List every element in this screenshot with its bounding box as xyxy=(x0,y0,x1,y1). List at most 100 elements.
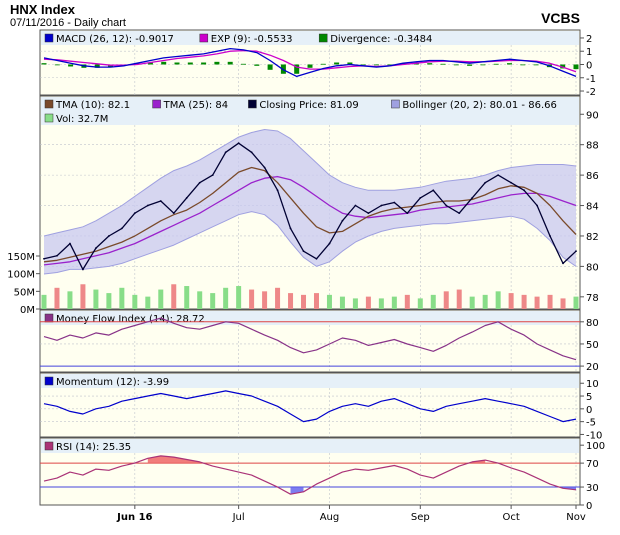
closing-price-point-37 xyxy=(523,189,525,192)
momentum-panel-ytick-label-0: 10 xyxy=(586,379,599,390)
macd-divergence-bar-30 xyxy=(440,63,446,65)
rsi-line xyxy=(43,455,577,495)
macd-divergence-bar-29 xyxy=(427,63,433,65)
volume-bar-12 xyxy=(197,291,203,309)
closing-price-point-9 xyxy=(159,200,162,202)
macd-divergence-bar-19 xyxy=(294,64,300,74)
macd-divergence-bar-13 xyxy=(214,61,220,65)
volume-axis-label-3: 0M xyxy=(20,305,35,316)
macd-panel-ytick-label-2: 0 xyxy=(586,60,592,71)
macd-divergence-bar-12 xyxy=(201,62,207,65)
price-panel-legend-label-2: Closing Price: 81.09 xyxy=(259,100,358,111)
closing-price-point-33 xyxy=(471,197,474,199)
volume-bar-7 xyxy=(132,294,138,309)
mfi-panel-ytick-label-2: 20 xyxy=(586,362,599,373)
macd-panel-legend-swatch-0 xyxy=(44,33,54,43)
closing-price-line xyxy=(43,142,577,271)
closing-price-point-28 xyxy=(406,212,409,215)
macd-divergence-bar-33 xyxy=(480,64,486,66)
momentum-panel-legend-bg xyxy=(41,374,579,388)
closing-price-point-20 xyxy=(302,250,305,253)
x-axis-label-5: Nov xyxy=(566,512,586,523)
price-panel-legend-label-0: TMA (10): 82.1 xyxy=(55,100,130,111)
macd-divergence-bar-22 xyxy=(334,62,340,65)
volume-bar-26 xyxy=(378,298,384,309)
mfi-panel-ytick-label-1: 50 xyxy=(586,340,599,351)
price-panel-vol-legend-label-0: Vol: 32.7M xyxy=(56,114,108,125)
closing-price-point-23 xyxy=(341,219,344,222)
volume-bar-19 xyxy=(288,293,294,309)
macd-divergence-bar-14 xyxy=(227,61,233,65)
closing-price-point-12 xyxy=(198,181,201,184)
price-panel-ytick-label-2: 86 xyxy=(586,171,599,182)
closing-price-point-18 xyxy=(276,189,279,192)
closing-price-point-3 xyxy=(82,268,84,271)
closing-price-point-1 xyxy=(56,254,58,257)
volume-bar-38 xyxy=(534,296,540,309)
macd-divergence-bar-20 xyxy=(307,64,313,68)
momentum-panel-legend-label-0: Momentum (12): -3.99 xyxy=(56,377,169,388)
volume-bar-40 xyxy=(560,298,566,309)
macd-divergence-bar-25 xyxy=(374,64,379,66)
rsi-panel-legend-swatch-0 xyxy=(44,441,54,451)
macd-divergence-bar-11 xyxy=(187,62,193,65)
rsi-panel-ytick-label-3: 0 xyxy=(586,501,592,512)
volume-bar-32 xyxy=(456,289,462,309)
macd-divergence-bar-21 xyxy=(320,63,326,65)
price-panel-ytick-label-4: 82 xyxy=(586,232,599,243)
closing-price-point-25 xyxy=(367,212,370,215)
closing-price-point-10 xyxy=(172,212,175,215)
closing-price-point-5 xyxy=(107,235,110,237)
macd-divergence-bar-34 xyxy=(493,63,499,65)
rsi-oversold-fill-0 xyxy=(290,487,304,495)
closing-price-point-11 xyxy=(185,197,188,199)
closing-price-point-32 xyxy=(458,212,461,215)
tma10-line xyxy=(43,166,577,263)
volume-bar-3 xyxy=(80,284,86,309)
bollinger-lower-line xyxy=(43,211,577,275)
closing-price-point-29 xyxy=(419,197,422,199)
price-panel-ytick-label-0: 90 xyxy=(586,110,599,121)
closing-price-point-38 xyxy=(536,204,538,207)
macd-divergence-bar-2 xyxy=(68,64,74,67)
momentum-panel-ytick-label-3: -5 xyxy=(586,418,596,429)
closing-price-point-40 xyxy=(562,262,564,265)
rsi-panel-ytick-label-1: 70 xyxy=(586,459,599,470)
momentum-panel-legend-swatch-0 xyxy=(44,376,54,386)
volume-bar-23 xyxy=(339,296,345,309)
price-panel-ytick-label-1: 88 xyxy=(586,141,599,152)
macd-panel-ytick-label-0: 2 xyxy=(586,34,592,45)
volume-bar-14 xyxy=(223,287,229,309)
x-axis-label-4: Oct xyxy=(502,512,519,523)
closing-price-point-39 xyxy=(549,235,551,237)
chart-subtitle: 07/11/2016 - Daily chart xyxy=(10,17,126,29)
volume-axis-label-0: 150M xyxy=(7,252,35,263)
closing-price-point-22 xyxy=(328,242,331,245)
rsi-panel-legend-label-0: RSI (14): 25.35 xyxy=(56,442,131,453)
macd-divergence-bar-36 xyxy=(520,64,526,66)
macd-divergence-bar-32 xyxy=(467,64,473,66)
price-panel-legend-swatch-1 xyxy=(152,99,161,109)
price-panel-legend-swatch-3 xyxy=(391,99,400,109)
volume-bar-35 xyxy=(495,291,501,309)
closing-price-point-7 xyxy=(133,212,136,215)
closing-price-point-19 xyxy=(289,227,292,230)
macd-divergence-bar-10 xyxy=(174,62,180,65)
volume-bar-41 xyxy=(573,296,579,309)
price-panel-legend-swatch-2 xyxy=(248,99,257,109)
macd-divergence-bar-40 xyxy=(573,64,579,70)
x-axis-label-0: Jun 16 xyxy=(116,512,152,523)
macd-divergence-bar-17 xyxy=(267,64,273,70)
closing-price-point-30 xyxy=(432,189,435,192)
volume-bar-15 xyxy=(236,286,242,309)
closing-price-point-24 xyxy=(354,204,357,207)
closing-price-point-17 xyxy=(263,166,266,169)
volume-bar-4 xyxy=(93,289,99,309)
macd-divergence-bar-0 xyxy=(41,63,47,65)
volume-bar-22 xyxy=(326,294,332,309)
macd-divergence-bar-16 xyxy=(254,64,260,66)
macd-line xyxy=(43,47,577,78)
closing-price-point-16 xyxy=(250,151,253,154)
volume-bar-13 xyxy=(210,293,216,309)
